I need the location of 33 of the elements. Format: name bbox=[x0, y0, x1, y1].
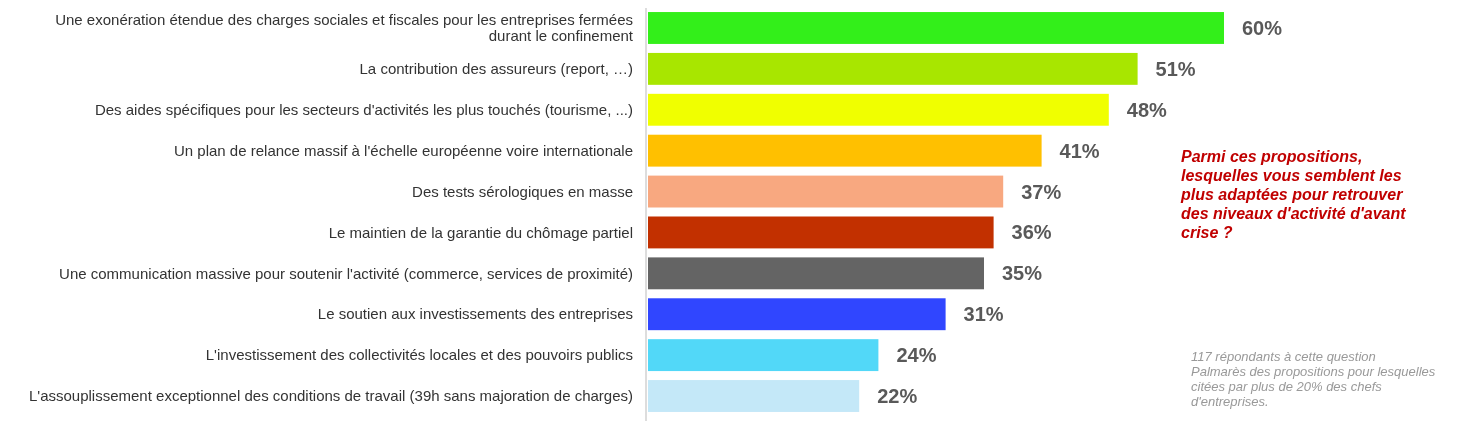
bar bbox=[648, 216, 994, 249]
bar bbox=[648, 134, 1042, 167]
data-label: 35% bbox=[1002, 262, 1043, 285]
bar bbox=[648, 52, 1138, 85]
annotation: 117 répondants à cette question bbox=[1191, 349, 1376, 364]
bar bbox=[648, 380, 860, 412]
y-tick-label: L'assouplissement exceptionnel des conditions de travail (39h sans majoration de charges) bbox=[28, 387, 633, 405]
bar bbox=[648, 12, 1224, 44]
y-tick-label: La contribution des assureurs (report, …) bbox=[359, 60, 633, 78]
bar bbox=[648, 257, 984, 290]
bar bbox=[648, 175, 1004, 208]
bar bbox=[648, 93, 1109, 126]
data-label: 48% bbox=[1126, 98, 1168, 121]
data-label: 22% bbox=[877, 385, 918, 408]
data-label: 60% bbox=[1242, 16, 1283, 39]
y-tick-label: Des tests sérologiques en masse bbox=[412, 182, 633, 200]
y-tick-label: Une communication massive pour soutenir l'activité (commerce, services de proximité) bbox=[59, 264, 633, 282]
data-label: 37% bbox=[1021, 180, 1062, 203]
bar bbox=[648, 339, 879, 372]
y-tick-label: Une exonération étendue des charges sociales et fiscales pour les entreprises fermées durant le confinement bbox=[55, 11, 634, 45]
y-tick-label: Des aides spécifiques pour les secteurs d'activités les plus touchés (tourisme, ...) bbox=[94, 101, 633, 119]
data-label: 24% bbox=[896, 344, 937, 367]
data-label: 51% bbox=[1155, 57, 1196, 80]
y-tick-label: Le soutien aux investissements des entreprises bbox=[317, 305, 633, 323]
data-label: 41% bbox=[1059, 139, 1100, 162]
bar bbox=[648, 298, 946, 331]
y-tick-label: Le maintien de la garantie du chômage partiel bbox=[328, 223, 633, 241]
data-label: 31% bbox=[963, 303, 1004, 326]
annotation: Palmarès des propositions pour lesquelles citées par plus de 20% des chefs d'entreprises. bbox=[1191, 363, 1436, 409]
y-tick-label: L'investissement des collectivités locales et des pouvoirs publics bbox=[205, 346, 633, 364]
data-label: 36% bbox=[1011, 221, 1052, 244]
annotation: Parmi ces propositions, lesquelles vous semblent les plus adaptées pour retrouver des niveaux d'activité d'avant crise ? bbox=[1180, 148, 1407, 241]
y-tick-label: Un plan de relance massif à l'échelle européenne voire internationale bbox=[174, 141, 633, 159]
